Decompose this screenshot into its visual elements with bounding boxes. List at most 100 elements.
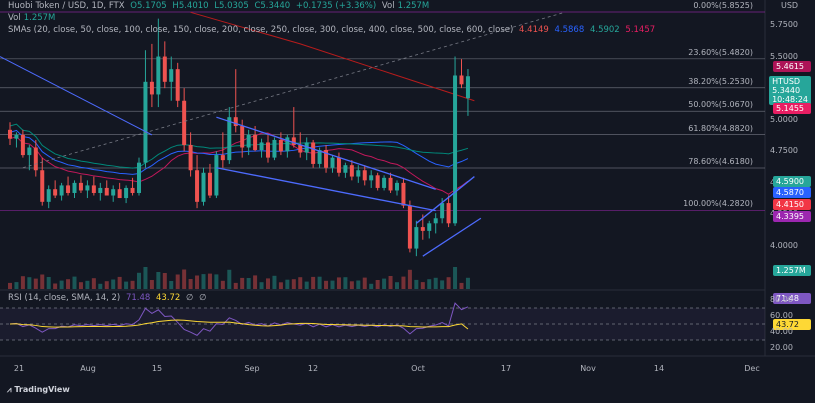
candle-body <box>272 139 277 158</box>
ticker-price: 5.3440 <box>772 86 801 95</box>
sma-line <box>9 129 469 175</box>
rsi-legend[interactable]: RSI (14, close, SMA, 14, 2) 71.48 43.72 … <box>8 293 210 303</box>
candle-body <box>298 144 303 153</box>
x-tick: Oct <box>411 364 425 373</box>
candle-body <box>317 150 322 164</box>
tradingview-logo[interactable]: ⩘ TradingView <box>7 385 70 395</box>
volume-bar <box>188 279 193 289</box>
change-value: +0.1735 (+3.36%) <box>295 1 377 11</box>
fib-label: 23.60%(5.4820) <box>688 47 753 57</box>
symbol-name[interactable]: Huobi Token / USD, 1D, FTX <box>8 1 125 11</box>
volume-bar <box>259 282 264 289</box>
volume-bar <box>440 280 445 289</box>
candle-body <box>395 182 399 191</box>
x-tick: 15 <box>151 364 163 373</box>
rsi-tick: 60.00 <box>770 311 793 320</box>
x-tick: Aug <box>80 364 96 373</box>
volume-bar <box>446 277 451 289</box>
tradingview-icon: ⩘ <box>7 385 12 394</box>
candle-body <box>91 185 96 193</box>
candle-body <box>33 147 38 171</box>
candle-body <box>117 189 122 199</box>
x-tick: 17 <box>500 364 512 373</box>
channel-upper <box>415 176 475 224</box>
sma-value-4: 5.1457 <box>625 25 656 35</box>
badge-sma-c: 4.5870 <box>773 187 811 198</box>
dashed-trendline <box>22 11 565 169</box>
candle-body <box>446 203 451 224</box>
candle-body <box>336 157 341 173</box>
candle-body <box>253 134 258 151</box>
x-tick: 12 <box>307 364 319 373</box>
candle-body <box>8 129 12 139</box>
volume-bar <box>143 267 148 289</box>
candle-body <box>453 75 458 224</box>
volume-bar <box>433 277 438 289</box>
volume-bar <box>453 267 458 289</box>
volume-bar <box>304 281 309 289</box>
candle-body <box>72 182 77 193</box>
volume-bar <box>98 283 103 289</box>
volume-bar <box>156 272 161 289</box>
vol-legend[interactable]: Vol 1.257M <box>8 13 58 23</box>
volume-bar <box>395 282 399 289</box>
volume-bar <box>182 269 187 289</box>
x-tick: 14 <box>653 364 665 373</box>
candle-body <box>104 187 109 196</box>
candle-body <box>291 137 296 145</box>
candle-body <box>427 223 432 231</box>
volume-bar <box>272 275 277 289</box>
sma-legend[interactable]: SMAs (20, close, 50, close, 100, close, … <box>8 25 658 35</box>
price-tick: 5.0000 <box>770 114 798 124</box>
candle-body <box>143 81 148 163</box>
candle-body <box>278 139 283 152</box>
volume-bar <box>240 277 245 289</box>
candle-body <box>227 117 232 161</box>
candle-body <box>246 134 251 148</box>
candle-body <box>124 187 129 199</box>
volume-bar <box>66 279 71 289</box>
volume-bar <box>33 278 38 289</box>
volume-bar <box>117 276 122 289</box>
candle-body <box>188 144 193 171</box>
volume-bar <box>124 281 129 289</box>
candle-body <box>78 182 83 191</box>
volume-bar <box>14 282 19 289</box>
volume-bar <box>169 281 174 289</box>
candle-body <box>356 170 361 177</box>
volume-bar <box>285 279 290 289</box>
candle-body <box>137 162 141 193</box>
candle-body <box>343 165 348 173</box>
volume-bar <box>46 277 51 289</box>
volume-bar <box>401 276 406 289</box>
volume-bar <box>246 278 251 289</box>
candle-body <box>420 227 425 231</box>
open-value: O5.1705 <box>130 1 167 11</box>
candle-body <box>201 172 206 202</box>
candle-body <box>20 134 25 156</box>
candle-body <box>130 187 135 193</box>
sma-line <box>9 123 469 169</box>
volume-bar <box>72 276 77 289</box>
volume-bar <box>8 282 12 289</box>
rsi-value: 71.48 <box>125 293 151 303</box>
rsi-sma-line <box>9 319 469 330</box>
volume-bar <box>382 278 387 289</box>
fib-label: 0.00%(5.8525) <box>693 1 753 10</box>
candle-body <box>220 155 225 161</box>
badge-sma-a: 5.1455 <box>773 103 811 114</box>
volume-bar <box>85 280 90 289</box>
candle-body <box>66 185 71 193</box>
volume-bar <box>233 282 238 289</box>
volume-bar <box>291 279 296 289</box>
fib-label: 78.60%(4.6180) <box>688 156 753 166</box>
candle-body <box>440 203 445 219</box>
candle-body <box>207 172 212 196</box>
candle-body <box>259 142 264 151</box>
trendline-lower <box>216 167 436 212</box>
fib-label: 38.20%(5.2530) <box>688 76 753 86</box>
volume-bar <box>317 276 322 289</box>
x-tick: 21 <box>13 364 25 373</box>
volume-bar <box>91 278 96 289</box>
